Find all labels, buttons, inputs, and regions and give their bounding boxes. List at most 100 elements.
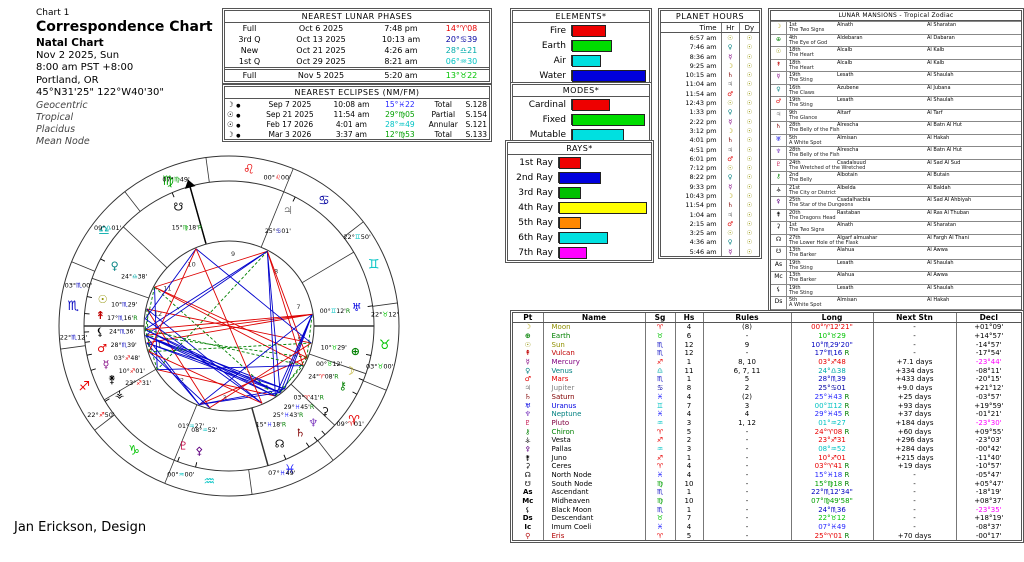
chart-info: Chart 1 Correspondence Chart Natal Chart… [36, 8, 213, 147]
bar-label: Fire [549, 25, 566, 36]
house-cusp-label: 22°♏12' [60, 333, 88, 341]
bar-label: Air [553, 55, 566, 66]
planet-position-label: 08°♒52' [191, 426, 217, 434]
hour-ruler-icon: ♄ [721, 70, 740, 80]
planet-hour-row: 2:15 am ♂ ☉ [661, 219, 759, 229]
hour-ruler-icon: ♀ [721, 172, 740, 183]
declination: -23°03' [975, 436, 1002, 445]
bar-row: 2nd Ray [508, 170, 651, 185]
chart-date: Nov 2 2025, Sun [36, 49, 120, 61]
day-ruler-icon: ☉ [746, 173, 753, 182]
bar [559, 216, 582, 229]
planet-name: Pluto [543, 418, 646, 428]
lunar-mansion-row: ☋ 13th Alahua Al Awwa The Barker [771, 246, 1021, 259]
planet-icon: ⚲ [513, 531, 544, 541]
planet-icon: ⚶ [771, 184, 787, 196]
planet-icon: ♂ [513, 375, 544, 384]
planet-hour-row: 8:36 am ☿ ☉ [661, 51, 759, 62]
planet-icon: ⊕ [771, 34, 787, 46]
planet-position-label: 23°♐31' [125, 379, 151, 387]
declination: +19°59' [974, 401, 1004, 410]
planet-hour-row: 1:04 am ♃ ☉ [661, 209, 759, 220]
elements-chart: ELEMENTS* Fire Earth Air Water [510, 8, 652, 86]
planet-row: ⚶ Vesta ♐ 2-23°♐31 +296 days -23°03' [513, 435, 1021, 445]
planet-hour-row: 8:22 pm ♀ ☉ [661, 172, 759, 183]
zodiac-sign-icon: ♊ [368, 258, 380, 273]
house-cusp-label: 03°♏00' [65, 282, 93, 290]
sign-icon: ♏ [645, 488, 676, 497]
day-ruler-icon: ☉ [746, 71, 753, 80]
bar-row: 1st Ray [508, 155, 651, 170]
declination: +05°47' [974, 479, 1004, 488]
planet-name: Pallas [543, 444, 646, 454]
hour-ruler-icon: ☉ [721, 98, 740, 108]
hour-ruler-icon: ☿ [721, 182, 740, 192]
planet-row: ☽ Moon ♈ 4 (8) 00°♈12'21" - +01°09' [513, 322, 1021, 332]
planet-hour-row: 9:33 pm ☿ ☉ [661, 182, 759, 192]
elements-title: ELEMENTS* [513, 11, 649, 23]
sign-icon: ♏ [645, 340, 676, 350]
planet-icon: ☉ [771, 47, 787, 59]
bar-row: 6th Ray [508, 230, 651, 245]
lunar-mansion-row: ↟ 18th Alcalb Al Kalb The Heart [771, 58, 1021, 71]
planets-table: Pt Name Sg Hs Rules Long Next Stn Decl ☽ Moon ♈ 4(… [510, 310, 1024, 544]
planet-name: Neptune [543, 409, 646, 419]
lunar-eclipse-icon: ☽ [227, 129, 237, 139]
planet-icon: ⚶ [513, 435, 544, 445]
bar-row: 5th Ray [508, 215, 651, 230]
house-cusp-label: 00°♌00' [263, 174, 291, 182]
planet-icon: ☊ [771, 234, 787, 246]
declination: +09°55' [974, 427, 1004, 436]
hour-ruler-icon: ☽ [721, 191, 740, 201]
planet-icon: ↟ [513, 349, 544, 358]
day-ruler-icon: ☉ [746, 33, 753, 42]
bar-row: Cardinal [513, 97, 649, 112]
longitude: 25°♓43 R [791, 392, 874, 402]
planet-name: Mars [543, 375, 646, 384]
planet-icon: ☉ [98, 293, 108, 306]
planet-name: Imum Coeli [543, 522, 646, 532]
planet-icon: ♃ [283, 204, 293, 217]
bar [572, 128, 624, 141]
planet-icon: Ic [513, 522, 544, 532]
planet-name: Ceres [543, 462, 646, 471]
longitude: 15°♓18 R [791, 470, 874, 480]
planet-position-label: 00°♉12' [316, 360, 342, 368]
house-cusp-label: 22°♉12' [371, 311, 399, 319]
planet-hour-row: 7:12 pm ☉ ☉ [661, 163, 759, 173]
day-ruler-icon: ☉ [746, 182, 753, 191]
declination: -10°57' [975, 462, 1002, 471]
bar-label: 5th Ray [518, 217, 553, 228]
planet-icon: ♀ [771, 84, 787, 96]
planet-icon: ⚷ [513, 427, 544, 436]
longitude: 03°♈41 R [791, 462, 874, 471]
sign-icon: ♍ [645, 479, 676, 489]
planet-name: Vulcan [543, 349, 646, 358]
planet-icon: ⚸ [513, 505, 544, 515]
planet-icon: ⚳ [771, 222, 787, 234]
planet-row: ♂ Mars ♏ 1 5 28°♏39 +433 days -20°15' [513, 375, 1021, 384]
planet-icon: ⊕ [351, 345, 360, 358]
planet-name: Jupiter [543, 383, 646, 393]
planet-row: ⚵ Juno ♐ 1-10°♐01 +215 days -11°40' [513, 453, 1021, 462]
longitude: 17°♏16 R [791, 349, 874, 358]
lunar-mansion-row: ♄ 28th Alrescha Al Batn Al Hut The Belly of … [771, 121, 1021, 134]
lunar-phases-title: NEAREST LUNAR PHASES [225, 11, 489, 23]
day-ruler-icon: ☉ [746, 61, 753, 70]
planet-icon: ♀ [111, 259, 119, 272]
zodiac-sign-icon: ♈ [348, 413, 360, 428]
planet-icon: ⚴ [513, 444, 544, 454]
planet-name: Chiron [543, 427, 646, 436]
planet-row: ☋ South Node ♍ 10-15°♍18 R - +05°47' [513, 479, 1021, 489]
hour-ruler-icon: ☿ [721, 51, 740, 62]
hour-ruler-icon: ♃ [721, 79, 740, 90]
hour-ruler-icon: ☿ [721, 247, 740, 257]
bar [559, 201, 648, 214]
sign-icon: ♓ [645, 392, 676, 402]
planet-icon: ♆ [771, 147, 787, 159]
planet-icon: ☉ [513, 340, 544, 350]
planet-hour-row: 5:46 am ☿ ☉ [661, 247, 759, 257]
sign-icon: ♎ [645, 366, 676, 376]
sign-icon: ♓ [645, 470, 676, 480]
lunar-mansion-row: ⚵ 20th Rastaban Al Ras Al Thuban The Dragons… [771, 208, 1021, 221]
